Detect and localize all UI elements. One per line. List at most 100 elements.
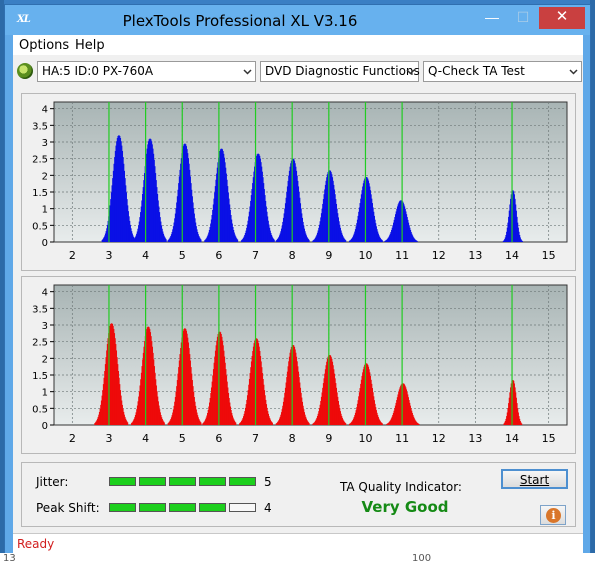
peak-distribution: [94, 323, 129, 425]
jitter-meter-segment: [229, 477, 256, 486]
app-logo-icon: XL: [17, 14, 31, 25]
y-tick-label: 2.5: [32, 155, 48, 166]
y-tick-label: 3.5: [32, 304, 48, 315]
y-tick-label: 4: [42, 105, 48, 116]
x-tick-label: 8: [289, 432, 296, 445]
y-tick-label: 1: [42, 388, 48, 399]
info-icon: i: [546, 508, 561, 523]
background-text-right: 100: [412, 553, 432, 564]
chevron-down-icon: [406, 69, 415, 75]
peak-bar: [236, 239, 239, 242]
x-tick-label: 14: [505, 432, 519, 445]
chevron-down-icon: [243, 69, 252, 75]
lands-chart-svg: 0 0.5 1 1.5 2 2.5 3 3.5 4 2 3 4 5 6 7 8 9 10 11 12 13 14 15: [32, 101, 568, 262]
y-tick-label: 3: [42, 321, 48, 332]
x-tick-label: 11: [395, 432, 409, 445]
peak-bar: [521, 240, 523, 242]
x-tick-label: 15: [542, 249, 556, 262]
y-tick-label: 3.5: [32, 121, 48, 132]
client-area: Options Help HA:5 ID:0 PX-760A DVD Diagn…: [13, 35, 583, 555]
peak-bar: [199, 422, 202, 425]
start-button-label: Start: [519, 473, 550, 487]
start-button[interactable]: Start: [501, 469, 568, 489]
x-tick-label: 3: [105, 432, 112, 445]
status-bar: Ready: [13, 533, 583, 553]
drive-select[interactable]: HA:5 ID:0 PX-760A: [37, 61, 256, 82]
peak-distribution: [202, 331, 237, 425]
x-tick-label: 4: [142, 432, 149, 445]
peak-bar: [308, 422, 310, 425]
peak-shift-meter-segment: [199, 503, 226, 512]
y-tick-label: 2: [42, 354, 48, 365]
close-button[interactable]: ✕: [539, 7, 585, 29]
function-select-value: DVD Diagnostic Functions: [265, 64, 420, 78]
jitter-meter-segment: [109, 477, 136, 486]
menu-help[interactable]: Help: [75, 38, 105, 53]
x-tick-label: 10: [358, 249, 372, 262]
x-tick-label: 10: [358, 432, 372, 445]
x-tick-label: 11: [395, 249, 409, 262]
jitter-label: Jitter:: [36, 475, 69, 489]
desktop-background-right: [590, 0, 595, 566]
peak-distribution: [384, 200, 418, 242]
x-tick-label: 9: [325, 249, 332, 262]
x-tick-label: 6: [215, 249, 222, 262]
peak-bar: [344, 240, 347, 242]
x-tick-label: 5: [179, 432, 186, 445]
pits-chart-svg: 0 0.5 1 1.5 2 2.5 3 3.5 4 2 3 4 5 6 7 8 9 10 11 12 13 14 15: [32, 284, 568, 445]
background-strip: 13 100: [0, 553, 595, 566]
ta-quality-value: Very Good: [361, 498, 449, 516]
ta-quality-label: TA Quality Indicator:: [340, 480, 462, 494]
desktop-background-left: [0, 0, 4, 566]
x-tick-label: 4: [142, 249, 149, 262]
peak-shift-meter-segment: [139, 503, 166, 512]
jitter-value: 5: [264, 475, 272, 489]
x-tick-label: 5: [179, 249, 186, 262]
app-window: XL PlexTools Professional XL V3.16 — ☐ ✕…: [4, 4, 591, 562]
peak-bar: [381, 423, 383, 425]
y-tick-label: 0.5: [32, 221, 48, 232]
background-text-left: 13: [3, 553, 16, 564]
peak-shift-value: 4: [264, 501, 272, 515]
test-select[interactable]: Q-Check TA Test: [423, 61, 582, 82]
peak-shift-meter-segment: [109, 503, 136, 512]
x-tick-label: 12: [432, 432, 446, 445]
y-tick-label: 4: [42, 288, 48, 299]
menu-options[interactable]: Options: [19, 38, 70, 53]
peak-bar: [165, 239, 167, 242]
plot-area: [53, 101, 568, 243]
lands-chart: 0 0.5 1 1.5 2 2.5 3 3.5 4 2 3 4 5 6 7 8 9 10 11 12 13 14 15: [21, 93, 576, 271]
y-tick-label: 0: [42, 421, 48, 432]
maximize-button[interactable]: ☐: [516, 9, 530, 25]
drive-disc-icon: [17, 63, 33, 79]
x-tick-label: 9: [325, 432, 332, 445]
test-select-value: Q-Check TA Test: [428, 64, 525, 78]
x-tick-label: 14: [505, 249, 519, 262]
peak-shift-meter-segment: [229, 503, 256, 512]
peak-shift-meter-segment: [169, 503, 196, 512]
title-bar[interactable]: XL PlexTools Professional XL V3.16 — ☐ ✕: [5, 5, 590, 35]
menu-bar: Options Help: [13, 35, 583, 55]
minimize-button[interactable]: —: [485, 9, 499, 25]
chevron-down-icon: [569, 69, 578, 75]
peak-bar: [381, 240, 383, 242]
x-tick-label: 7: [252, 249, 259, 262]
x-tick-label: 7: [252, 432, 259, 445]
function-select[interactable]: DVD Diagnostic Functions: [260, 61, 420, 82]
x-tick-label: 12: [432, 249, 446, 262]
drive-select-value: HA:5 ID:0 PX-760A: [42, 64, 154, 78]
x-tick-label: 2: [69, 249, 76, 262]
pits-chart: 0 0.5 1 1.5 2 2.5 3 3.5 4 2 3 4 5 6 7 8 9 10 11 12 13 14 15: [21, 276, 576, 454]
peak-bar: [344, 423, 347, 425]
peak-shift-label: Peak Shift:: [36, 501, 100, 515]
y-tick-label: 2: [42, 171, 48, 182]
info-button[interactable]: i: [540, 505, 566, 525]
y-tick-label: 1.5: [32, 188, 48, 199]
x-tick-label: 15: [542, 432, 556, 445]
y-tick-label: 0: [42, 238, 48, 249]
y-tick-label: 1.5: [32, 371, 48, 382]
jitter-meter-segment: [139, 477, 166, 486]
peak-distribution: [167, 143, 202, 242]
toolbar: HA:5 ID:0 PX-760A DVD Diagnostic Functio…: [13, 59, 583, 87]
peak-bar: [163, 422, 165, 425]
